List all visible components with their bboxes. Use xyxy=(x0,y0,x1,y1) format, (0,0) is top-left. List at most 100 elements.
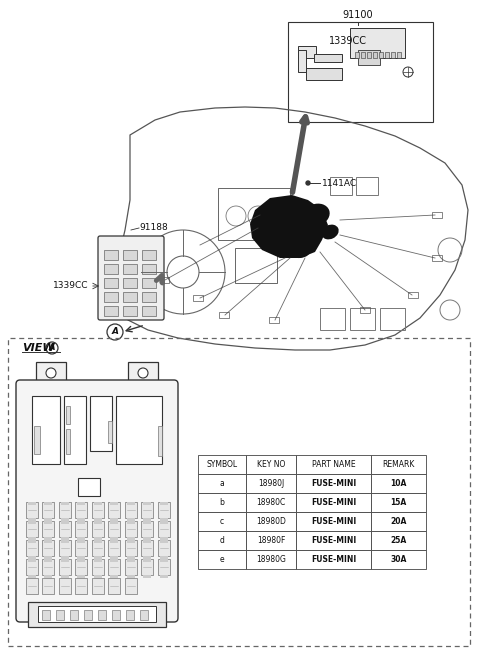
Bar xyxy=(157,540,169,556)
Bar xyxy=(61,540,69,543)
Bar xyxy=(42,578,54,594)
Bar xyxy=(298,50,306,72)
Text: 25A: 25A xyxy=(390,536,407,545)
Bar xyxy=(127,521,135,524)
Bar xyxy=(77,540,85,543)
Bar xyxy=(141,559,153,575)
Bar xyxy=(64,396,86,464)
Bar xyxy=(127,575,135,578)
Text: e: e xyxy=(220,555,224,564)
Text: FUSE-MINI: FUSE-MINI xyxy=(311,555,356,564)
Bar xyxy=(66,406,70,424)
Text: FUSE-MINI: FUSE-MINI xyxy=(311,517,356,526)
Bar xyxy=(94,518,102,521)
Bar xyxy=(126,610,134,620)
Text: 18980G: 18980G xyxy=(256,555,286,564)
Bar xyxy=(42,540,54,556)
Text: REMARK: REMARK xyxy=(382,460,415,469)
Bar xyxy=(77,518,85,521)
Bar xyxy=(104,264,118,274)
Circle shape xyxy=(306,181,310,185)
Bar xyxy=(75,559,87,575)
Bar xyxy=(143,537,151,540)
Text: 91188: 91188 xyxy=(139,223,168,233)
Bar xyxy=(432,255,442,261)
Bar xyxy=(219,312,229,318)
Bar xyxy=(104,250,118,260)
Bar xyxy=(45,559,52,562)
Bar xyxy=(391,52,395,58)
Bar xyxy=(110,556,118,559)
Bar xyxy=(246,474,296,493)
Bar xyxy=(408,292,418,298)
Text: b: b xyxy=(219,498,225,507)
Bar xyxy=(110,521,118,524)
Bar xyxy=(385,52,389,58)
Bar xyxy=(116,396,162,464)
Bar xyxy=(320,308,345,330)
Bar xyxy=(123,306,137,316)
Bar xyxy=(193,295,203,301)
Text: A: A xyxy=(49,343,55,352)
Bar xyxy=(246,550,296,569)
Bar xyxy=(235,248,277,283)
Bar xyxy=(269,317,279,323)
Bar xyxy=(45,556,52,559)
Text: 10A: 10A xyxy=(390,479,407,488)
Bar xyxy=(246,531,296,550)
Bar xyxy=(371,550,426,569)
Bar xyxy=(142,306,156,316)
Bar xyxy=(143,521,151,524)
Bar xyxy=(66,429,70,454)
Bar xyxy=(125,559,137,575)
Text: 1141AC: 1141AC xyxy=(322,179,357,187)
Bar xyxy=(92,521,104,537)
Bar xyxy=(98,610,106,620)
Ellipse shape xyxy=(259,232,281,248)
Bar xyxy=(28,540,36,543)
Bar xyxy=(26,559,38,575)
Bar xyxy=(296,531,371,550)
Bar xyxy=(373,52,377,58)
Bar xyxy=(140,610,148,620)
Bar xyxy=(159,575,168,578)
Bar xyxy=(143,540,151,543)
Bar xyxy=(94,502,102,505)
Text: 1339CC: 1339CC xyxy=(329,36,367,46)
Bar xyxy=(94,521,102,524)
Bar xyxy=(75,578,87,594)
Bar xyxy=(45,518,52,521)
Bar xyxy=(142,278,156,288)
Bar xyxy=(110,502,118,505)
Bar xyxy=(143,559,151,562)
Bar xyxy=(246,455,296,474)
Bar xyxy=(75,502,87,518)
Bar xyxy=(61,556,69,559)
Bar xyxy=(78,478,100,496)
Bar xyxy=(59,521,71,537)
Bar xyxy=(143,556,151,559)
Bar xyxy=(142,292,156,302)
Bar xyxy=(59,540,71,556)
Bar xyxy=(108,521,120,537)
Bar xyxy=(108,559,120,575)
Bar xyxy=(45,537,52,540)
Bar xyxy=(94,575,102,578)
Bar xyxy=(110,537,118,540)
Polygon shape xyxy=(250,195,328,258)
Bar xyxy=(75,540,87,556)
Bar xyxy=(75,521,87,537)
Bar xyxy=(298,46,316,58)
Bar xyxy=(371,493,426,512)
Bar xyxy=(218,188,290,240)
Bar xyxy=(127,559,135,562)
Bar xyxy=(127,502,135,505)
Text: 15A: 15A xyxy=(390,498,407,507)
Bar xyxy=(45,540,52,543)
Bar xyxy=(92,502,104,518)
Bar xyxy=(296,455,371,474)
Circle shape xyxy=(403,67,413,77)
Text: 18980C: 18980C xyxy=(256,498,286,507)
Text: a: a xyxy=(220,479,224,488)
Bar xyxy=(371,531,426,550)
